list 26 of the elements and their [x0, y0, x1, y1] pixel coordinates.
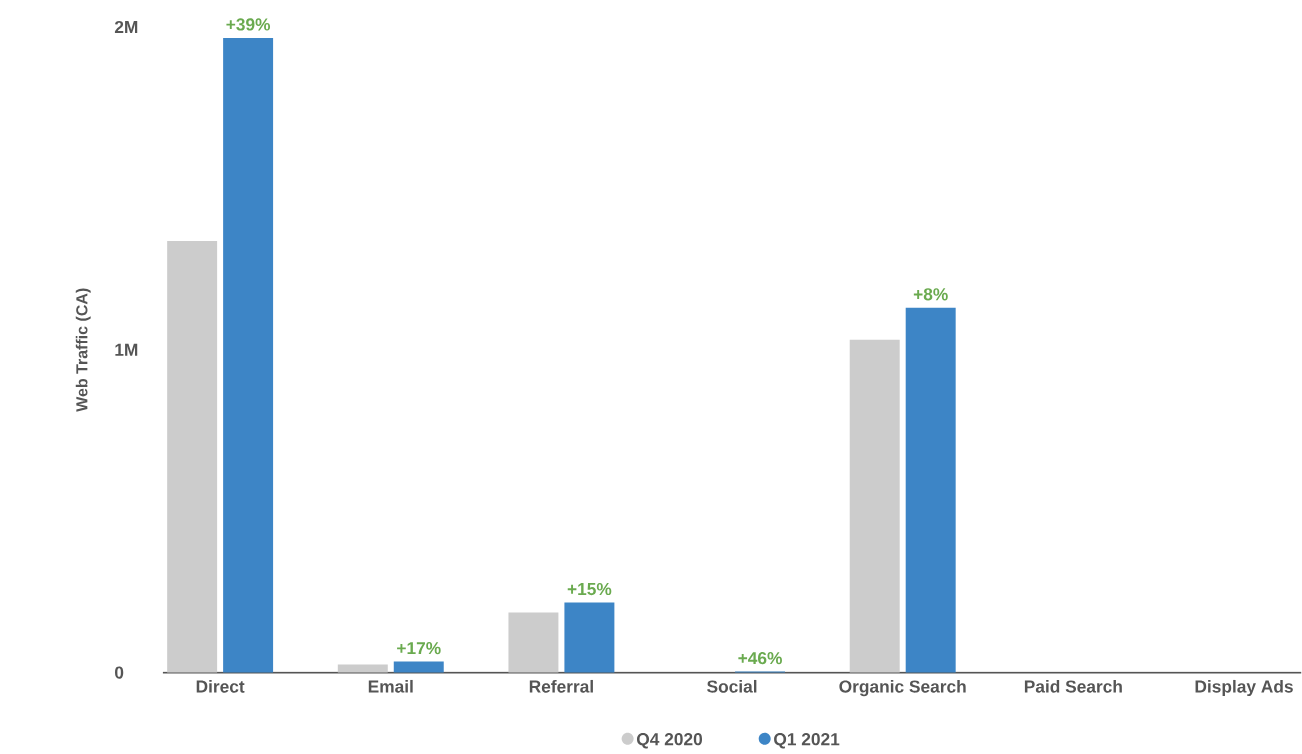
annotation: +8% — [913, 288, 948, 301]
x-tick-label: Social — [707, 680, 757, 693]
annotation: +39% — [226, 18, 271, 31]
bar — [337, 664, 388, 673]
bar — [223, 38, 274, 673]
bar — [905, 308, 956, 673]
annotation: +46% — [738, 652, 782, 665]
bar — [167, 241, 218, 673]
x-tick-label: Referral — [529, 680, 593, 693]
y-axis-title: Web Traffic (CA) — [75, 288, 91, 413]
bar — [393, 661, 444, 673]
y-tick-label: 1M — [115, 344, 138, 356]
bar — [508, 612, 559, 673]
x-tick-label: Direct — [196, 680, 245, 693]
bar — [849, 340, 900, 673]
annotation: +15% — [567, 583, 612, 596]
y-tick-label: 0 — [115, 666, 124, 679]
legend-label: Q1 2021 — [774, 733, 840, 749]
x-tick-label: Organic Search — [839, 680, 966, 697]
y-tick-label: 2M — [114, 21, 138, 34]
annotation: +17% — [397, 642, 441, 655]
bar — [564, 602, 615, 673]
legend-label: Q4 2020 — [637, 733, 703, 749]
x-tick-label: Paid Search — [1024, 680, 1122, 693]
x-tick-label: Display Ads — [1195, 680, 1293, 697]
x-tick-label: Email — [368, 680, 413, 693]
